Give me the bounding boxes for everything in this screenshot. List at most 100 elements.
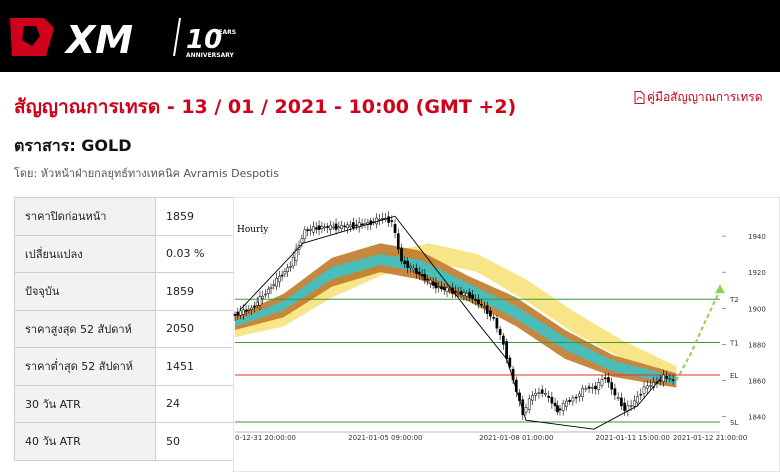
candle-body: [607, 377, 610, 383]
candle-body: [406, 260, 410, 268]
table-row: 40 วัน ATR 50: [14, 422, 234, 461]
signal-guide-label: คู่มือสัญญาณการเทรด: [647, 90, 763, 104]
candle-body: [553, 402, 557, 407]
table-row: เปลี่ยนแปลง 0.03 %: [14, 234, 234, 273]
candle-body: [337, 226, 341, 229]
candle-body: [550, 396, 554, 404]
top-header-bar: XM 10 YEARS ANNIVERSARY: [0, 0, 780, 72]
chart-background: [233, 197, 780, 472]
orange-cloud-band: [235, 243, 677, 388]
stat-label: 30 วัน ATR: [14, 384, 156, 423]
table-row: ราคาปิดก่อนหน้า 1859: [14, 197, 234, 236]
candle-body: [471, 294, 475, 300]
candle-body: [291, 257, 295, 267]
candle-body: [665, 376, 668, 379]
candle-body: [626, 405, 630, 411]
logo-bull-icon: [22, 26, 40, 46]
logo-brand-text: XM: [64, 18, 133, 62]
author-line: โดย: หัวหน้าฝ่ายกลยุทธ์ทางเทคนิค Avramis…: [14, 167, 279, 180]
projection-arrow-line: [675, 289, 721, 381]
stat-value: 50: [155, 422, 234, 461]
candle-body: [480, 303, 483, 306]
candle-body: [437, 286, 441, 288]
candle-body: [326, 226, 329, 228]
candle-body: [456, 291, 460, 294]
table-row: ปัจจุบัน 1859: [14, 272, 234, 311]
candle-body: [594, 385, 597, 390]
candle-body: [346, 224, 349, 228]
candle-body: [289, 266, 292, 268]
candle-body: [620, 397, 623, 407]
candle-body: [603, 377, 607, 380]
candle-body: [320, 225, 324, 229]
candle-body: [489, 310, 492, 317]
candle-body: [323, 226, 327, 229]
x-tick-label: 2021-01-11 15:00:00: [596, 434, 670, 442]
candle-body: [485, 305, 489, 315]
candle-body: [474, 299, 477, 301]
candle-body: [531, 395, 534, 401]
candle-body: [448, 289, 452, 292]
candle-body: [445, 287, 449, 292]
y-tick-label: 1840: [748, 414, 766, 422]
candle-body: [495, 318, 499, 329]
x-tick-label: 0-12-31 20:00:00: [235, 434, 296, 442]
candle-body: [584, 388, 588, 391]
logo-badge-years: YEARS: [213, 29, 236, 36]
logo-badge-number: 10: [186, 25, 222, 55]
candle-body: [415, 268, 418, 274]
candle-body: [258, 296, 262, 306]
stat-value: 0.03 %: [155, 234, 234, 273]
candle-body: [241, 309, 245, 315]
candle-body: [275, 278, 278, 287]
y-tick-label: 1940: [748, 233, 766, 241]
candle-body: [266, 288, 270, 294]
candle-body: [264, 293, 267, 296]
candle-body: [645, 385, 649, 389]
candle-body: [574, 396, 578, 399]
candle-body: [534, 393, 538, 396]
candle-body: [505, 341, 508, 360]
candle-body: [351, 222, 355, 228]
level-label-t2: T2: [729, 296, 739, 304]
signal-guide-link[interactable]: คู่มือสัญญาณการเทรด: [634, 88, 763, 107]
table-row: ราคาสูงสุด 52 สัปดาห์ 2050: [14, 309, 234, 348]
candle-body: [524, 407, 528, 413]
candle-body: [581, 387, 584, 398]
level-label-t1: T1: [729, 340, 739, 348]
stat-label: ราคาต่ำสุด 52 สัปดาห์: [14, 347, 156, 386]
candle-body: [354, 224, 358, 227]
candle-body: [482, 306, 486, 309]
candle-body: [547, 395, 550, 398]
candle-body: [639, 393, 643, 396]
candle-body: [616, 397, 620, 399]
stat-value: 1451: [155, 347, 234, 386]
candle-body: [498, 328, 502, 335]
y-tick-label: 1900: [748, 305, 766, 313]
candle-body: [629, 405, 633, 407]
candle-body: [403, 260, 407, 265]
stat-value: 2050: [155, 309, 234, 348]
candle-body: [247, 308, 251, 311]
candle-body: [286, 267, 290, 272]
candle-body: [396, 233, 400, 250]
table-row: ราคาต่ำสุด 52 สัปดาห์ 1451: [14, 347, 234, 386]
candle-body: [465, 293, 469, 297]
candle-body: [393, 224, 397, 233]
candle-body: [387, 216, 390, 223]
candle-body: [400, 248, 403, 262]
candle-body: [527, 398, 531, 410]
candle-body: [312, 226, 315, 233]
stats-table: ราคาปิดก่อนหน้า 1859 เปลี่ยนแปลง 0.03 % ปั…: [14, 197, 234, 461]
candle-body: [244, 309, 248, 312]
instrument-heading: ตราสาร: GOLD: [14, 136, 132, 155]
level-label-el: EL: [730, 372, 738, 380]
stat-label: ราคาสูงสุด 52 สัปดาห์: [14, 309, 156, 348]
candle-body: [429, 279, 432, 284]
stat-value: 1859: [155, 272, 234, 311]
stat-label: เปลี่ยนแปลง: [14, 234, 156, 273]
xm-10-anniversary-logo[interactable]: XM 10 YEARS ANNIVERSARY: [10, 12, 242, 62]
x-tick-label: 2021-01-05 09:00:00: [348, 434, 422, 442]
candle-body: [409, 266, 412, 268]
candle-body: [331, 226, 335, 229]
